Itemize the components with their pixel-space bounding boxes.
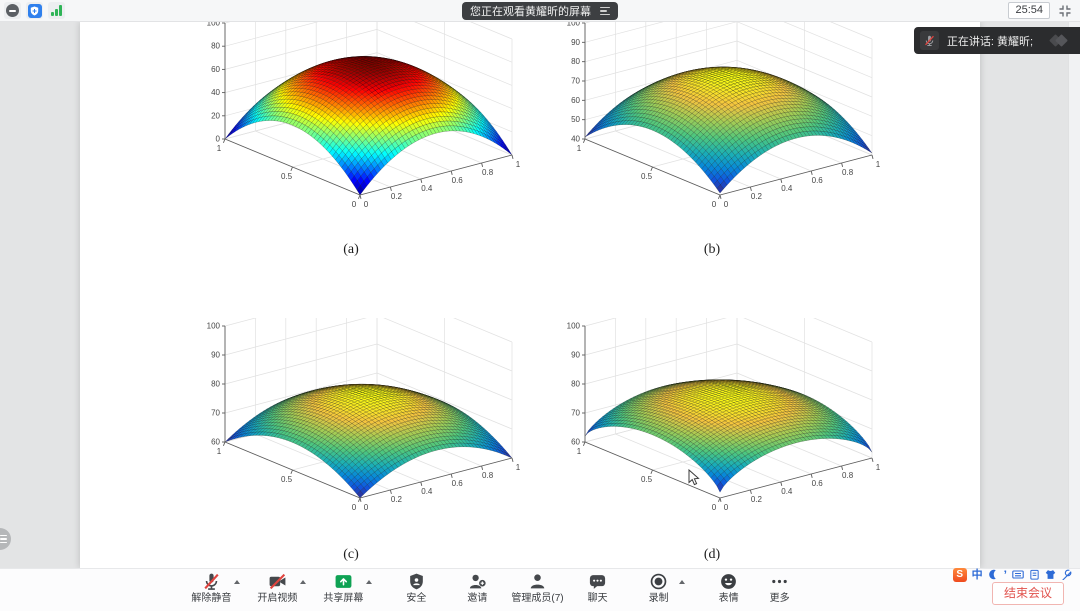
- chat-button[interactable]: 聊天: [581, 572, 615, 604]
- surface-plot-a: [193, 22, 533, 227]
- figure-label-d: (d): [703, 547, 721, 562]
- watching-banner: 您正在观看黄耀昕的屏幕: [462, 2, 618, 20]
- security-shield-icon: [410, 573, 423, 590]
- document-page: (a) (b) (c) (d): [80, 22, 980, 568]
- exit-fullscreen-icon[interactable]: [1058, 4, 1072, 18]
- record-icon: [650, 573, 667, 590]
- banner-menu-icon[interactable]: [600, 6, 610, 16]
- toolbar-label: 聊天: [587, 593, 608, 604]
- toolbar-label: 录制: [648, 593, 669, 604]
- toolbar-label: 邀请: [467, 593, 488, 604]
- chat-bubble-icon: [590, 575, 606, 589]
- meeting-toolbar: 解除静音 开启视频: [0, 568, 1080, 611]
- manage-members-button[interactable]: 管理成员(7): [511, 572, 564, 604]
- top-status-icons: [4, 2, 65, 19]
- end-meeting-button[interactable]: 结束会议: [991, 582, 1064, 605]
- surface-plot-c: [193, 318, 533, 530]
- speaking-toast: 正在讲话: 黄耀昕;: [913, 27, 1080, 54]
- ime-toolbar: S 中 ’: [952, 567, 1072, 582]
- video-options-caret-icon[interactable]: [300, 580, 307, 584]
- share-options-caret-icon[interactable]: [366, 580, 373, 584]
- speaking-label: 正在讲话: 黄耀昕;: [946, 35, 1033, 48]
- unmute-button[interactable]: 解除静音: [191, 572, 231, 604]
- start-video-button[interactable]: 开启视频: [257, 572, 297, 604]
- share-screen-button[interactable]: 共享屏幕: [323, 572, 363, 604]
- toolbar-label: 解除静音: [191, 593, 232, 604]
- invite-user-icon: [469, 574, 486, 589]
- soft-keyboard-icon[interactable]: [1012, 569, 1024, 580]
- network-signal-icon[interactable]: [48, 2, 65, 19]
- sogou-logo-icon[interactable]: S: [952, 567, 967, 582]
- share-screen-icon: [335, 575, 352, 588]
- half-moon-icon[interactable]: [988, 569, 999, 580]
- punctuation-icon[interactable]: ’: [1003, 567, 1007, 582]
- toolbar-label: 开启视频: [257, 593, 298, 604]
- security-shield-icon[interactable]: [26, 2, 43, 19]
- figure-label-a: (a): [343, 242, 359, 257]
- record-options-caret-icon[interactable]: [678, 580, 685, 584]
- more-button[interactable]: 更多: [763, 572, 797, 604]
- skin-icon[interactable]: [1045, 569, 1056, 580]
- scrollbar-track[interactable]: [1068, 22, 1080, 568]
- surface-plot-b: [553, 22, 893, 227]
- mouse-cursor: [688, 468, 700, 491]
- meeting-timer: 25:54: [1008, 2, 1050, 19]
- invite-button[interactable]: 邀请: [460, 572, 494, 604]
- security-button[interactable]: 安全: [399, 572, 433, 604]
- unmute-options-caret-icon[interactable]: [234, 580, 241, 584]
- meeting-top-bar: 您正在观看黄耀昕的屏幕 25:54: [0, 0, 1080, 22]
- toolbar-label: 共享屏幕: [323, 593, 364, 604]
- figure-label-b: (b): [703, 242, 721, 257]
- shared-screen-area: (a) (b) (c) (d) 正在讲话: 黄耀昕;: [0, 22, 1080, 568]
- toolbar-label: 更多: [769, 593, 790, 604]
- mic-muted-icon: [204, 573, 219, 590]
- camera-off-icon: [269, 573, 286, 590]
- meeting-info-icon[interactable]: [4, 2, 21, 19]
- watching-label: 您正在观看黄耀昕的屏幕: [470, 6, 591, 18]
- toolbar-label: 表情: [718, 593, 739, 604]
- brand-diamonds-icon: [1049, 34, 1068, 47]
- emoji-button[interactable]: 表情: [712, 572, 746, 604]
- chinese-mode-icon[interactable]: 中: [971, 568, 983, 581]
- mic-muted-icon: [919, 31, 939, 50]
- members-icon: [530, 574, 545, 589]
- more-dots-icon: [772, 579, 787, 584]
- toolbox-icon[interactable]: [1061, 569, 1072, 580]
- record-button[interactable]: 录制: [642, 572, 676, 604]
- clipboard-icon[interactable]: [1029, 569, 1040, 580]
- side-panel-handle[interactable]: [0, 528, 11, 550]
- emoji-icon: [721, 574, 736, 589]
- toolbar-label: 管理成员(7): [511, 593, 564, 604]
- toolbar-label: 安全: [406, 593, 427, 604]
- figure-label-c: (c): [343, 547, 359, 562]
- surface-plot-d: [553, 318, 893, 530]
